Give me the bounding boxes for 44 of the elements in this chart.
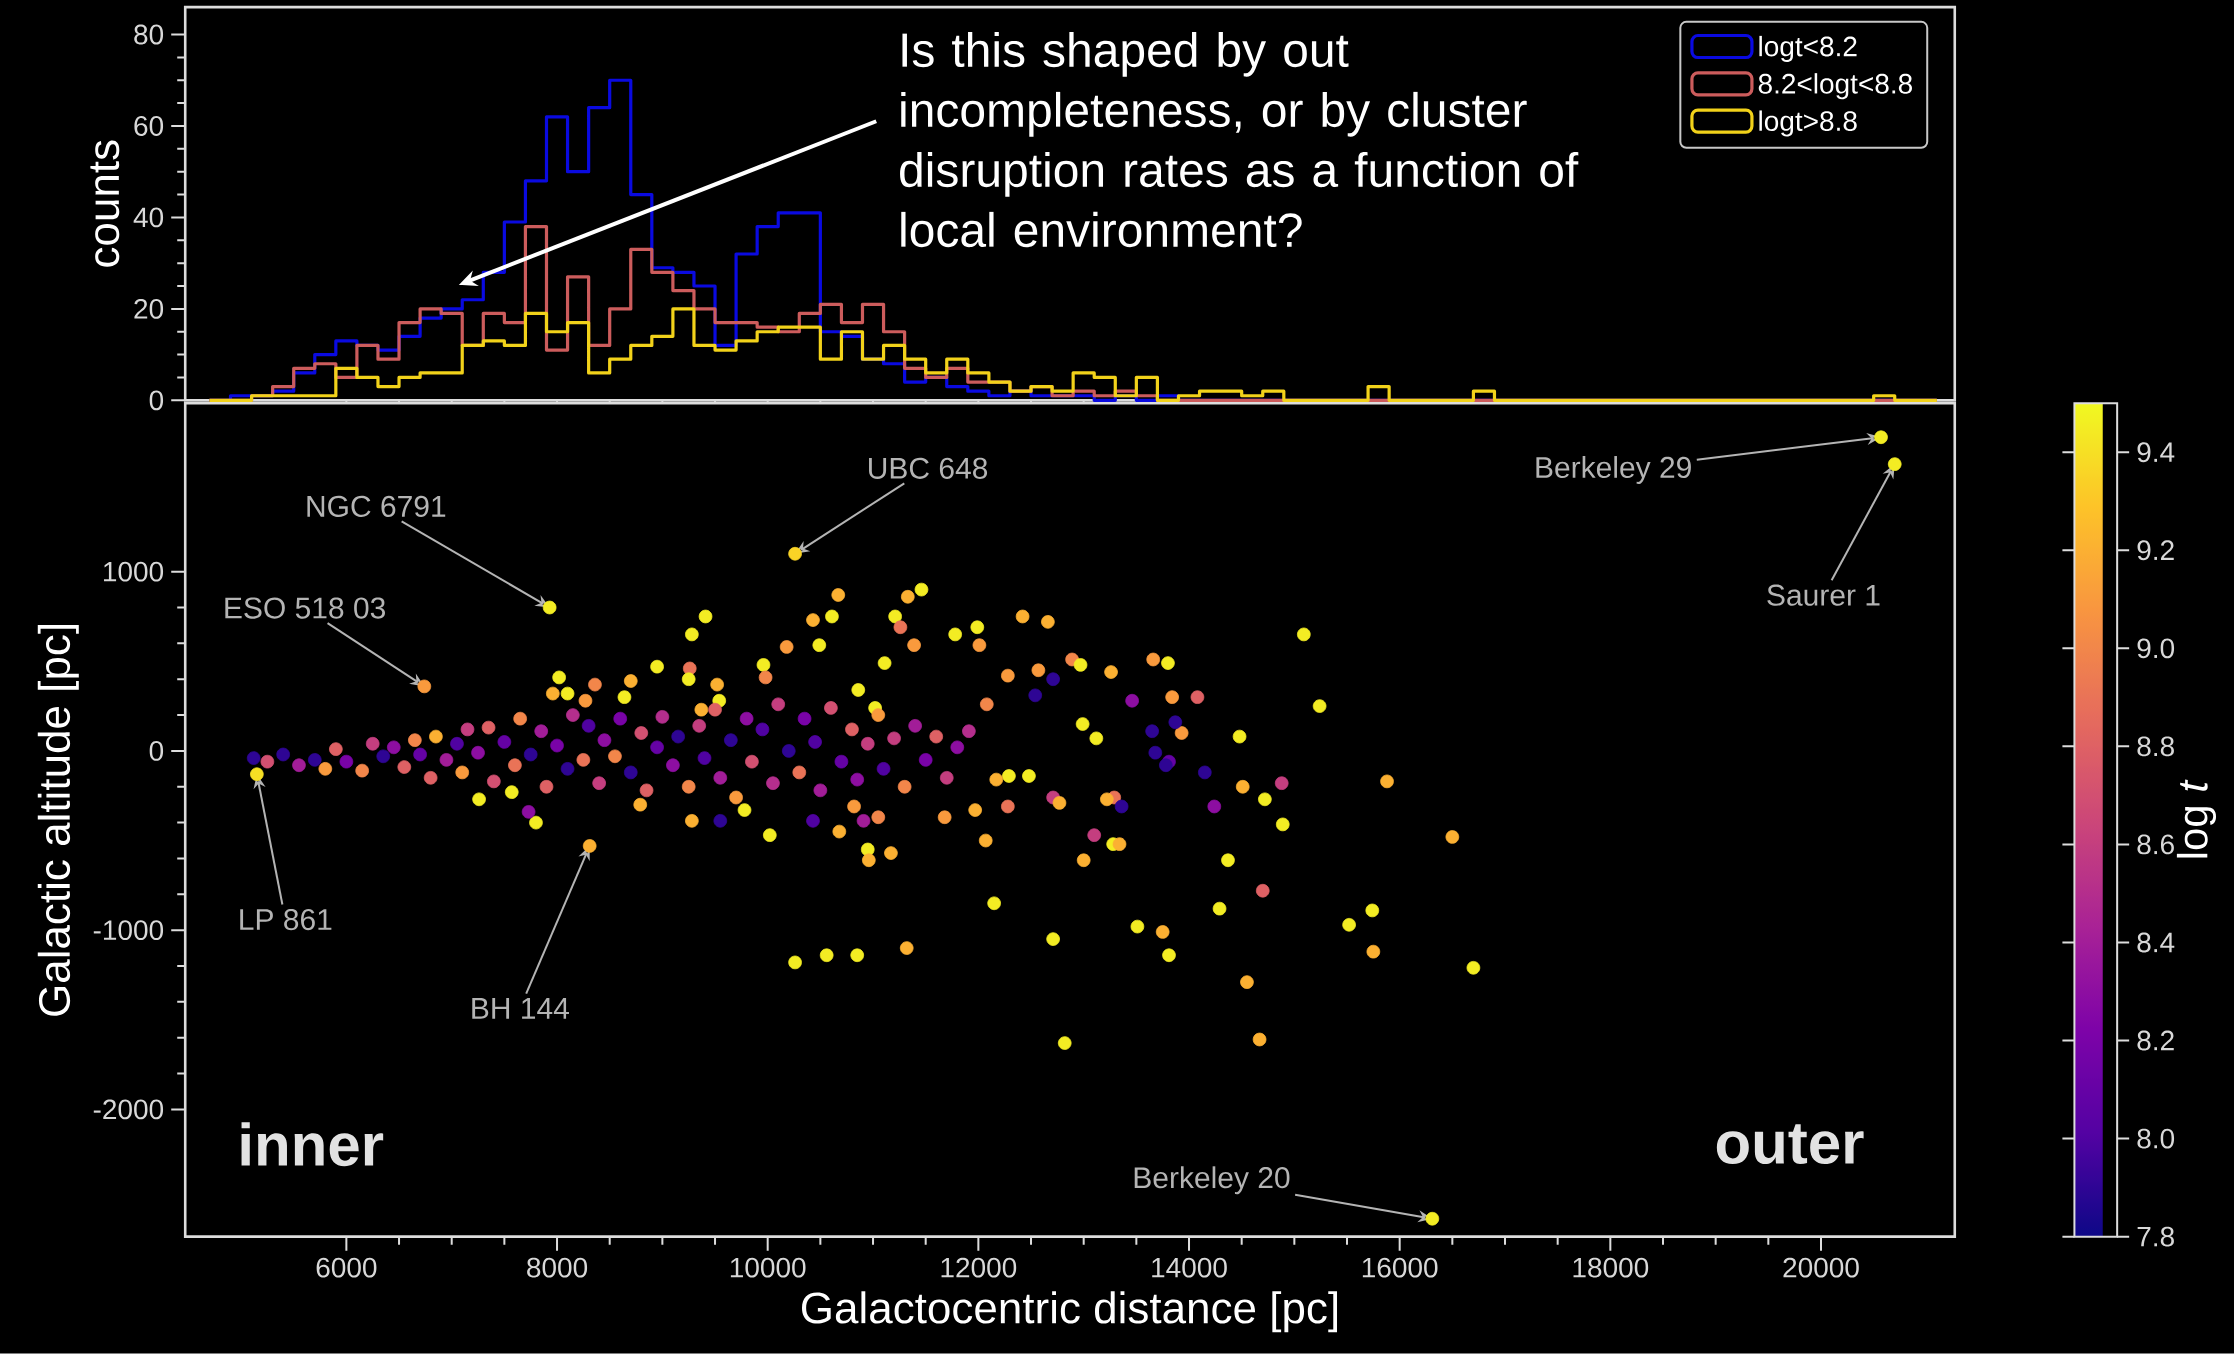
y-tick-label: 20 — [134, 299, 164, 320]
color-bar-label: 8.2 — [2137, 1030, 2174, 1051]
color-bar-label: 8.0 — [2137, 1128, 2175, 1149]
x-tick-label: 18000 — [1573, 1257, 1649, 1278]
y-tick-label: 0 — [149, 741, 164, 762]
annotation: BH 144 — [472, 998, 569, 1019]
annotation: outer — [1716, 1124, 1864, 1165]
y-tick-label: -1000 — [93, 920, 164, 941]
x-tick-label: 6000 — [316, 1257, 377, 1278]
x-tick-label: 16000 — [1362, 1257, 1438, 1278]
y-axis-title: counts — [90, 140, 120, 267]
annotation: NGC 6791 — [307, 495, 446, 518]
x-tick-label: 14000 — [1152, 1257, 1227, 1278]
annotation: UBC 648 — [869, 457, 988, 480]
annotation: Saurer 1 — [1767, 584, 1880, 607]
x-tick-label: 20000 — [1783, 1257, 1859, 1278]
x-tick-label: 12000 — [941, 1257, 1017, 1278]
y-tick-label: 40 — [133, 207, 164, 228]
legend-label: logt>8.8 — [1759, 110, 1857, 137]
y-tick-label: 80 — [134, 24, 164, 45]
color-bar-label: 9.2 — [2137, 540, 2174, 561]
legend-label: logt<8.2 — [1759, 36, 1857, 63]
annotation: inner — [241, 1122, 384, 1167]
annotation: Berkeley 29 — [1536, 456, 1691, 485]
color-bar-label: 9.0 — [2137, 638, 2175, 659]
color-bar-label: 9.4 — [2137, 442, 2175, 463]
color-bar-label: 8.4 — [2137, 932, 2175, 953]
color-bar-label: 8.8 — [2137, 736, 2174, 757]
y-tick-label: 60 — [134, 116, 164, 137]
annotation: LP 861 — [240, 909, 332, 931]
y-tick-label: 0 — [149, 390, 164, 411]
x-tick-label: 10000 — [730, 1257, 806, 1278]
x-axis-title: Galactocentric distance [pc] — [801, 1291, 1338, 1333]
annotation: ESO 518 03 — [225, 597, 386, 619]
color-bar-label: 7.8 — [2137, 1226, 2174, 1247]
y-tick-label: 1000 — [104, 561, 164, 582]
legend-label: 8.2<logt<8.8 — [1758, 73, 1912, 100]
annotation: Is this shaped by out incompleteness, or by cluster disruption rates as a function of local environment? — [900, 32, 1579, 248]
y-tick-label: -2000 — [93, 1099, 164, 1120]
y-axis-title: Galactic altitude [pc] — [37, 625, 79, 1017]
color-bar-label: 8.6 — [2137, 834, 2174, 855]
x-tick-label: 8000 — [527, 1257, 588, 1278]
color-bar-title: log t — [2176, 779, 2217, 858]
annotation: Berkeley 20 — [1134, 1166, 1290, 1195]
